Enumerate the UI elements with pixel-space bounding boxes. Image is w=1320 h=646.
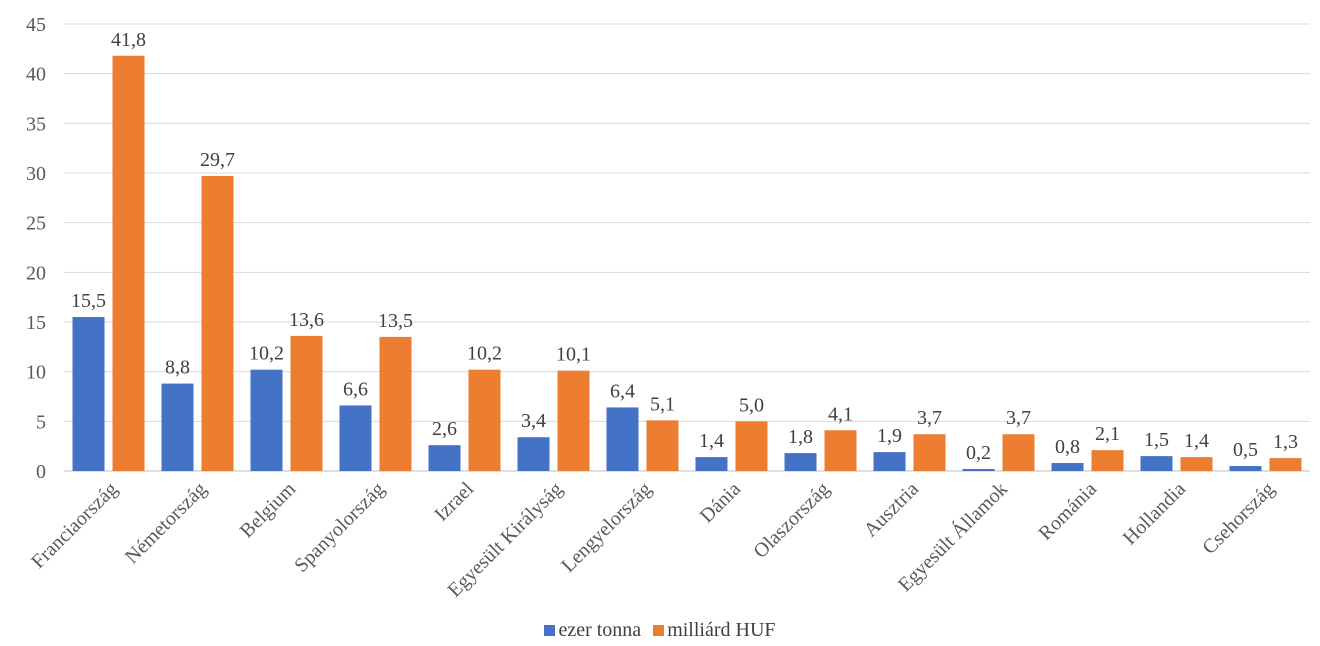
data-label-series-2: 5,0: [739, 394, 764, 416]
bar-series-1: [161, 383, 194, 471]
bar-series-2: [913, 434, 946, 471]
bar-series-1: [873, 452, 906, 471]
data-label-series-1: 0,8: [1055, 436, 1080, 458]
data-label-series-1: 10,2: [249, 343, 284, 365]
legend-swatch-series-1: [544, 624, 556, 636]
bar-series-2: [201, 175, 234, 472]
legend-item-series-1: ezer tonna: [544, 619, 641, 642]
bars: [72, 55, 1302, 472]
bar-series-1: [1229, 466, 1262, 471]
bar-series-1: [784, 453, 817, 471]
bar-series-2: [379, 336, 412, 471]
x-tick-label: Belgium: [236, 478, 301, 543]
y-tick-label: 35: [26, 113, 46, 135]
bar-series-1: [517, 437, 550, 471]
bar-series-2: [1091, 450, 1124, 471]
bar-series-2: [290, 335, 323, 471]
bar-series-1: [72, 317, 105, 471]
data-label-series-2: 13,5: [378, 310, 413, 332]
legend-label-series-1: ezer tonna: [558, 618, 642, 641]
bar-series-2: [735, 421, 768, 471]
bar-series-2: [468, 369, 501, 471]
bar-series-2: [1269, 458, 1302, 471]
data-label-series-2: 5,1: [650, 393, 675, 415]
x-tick-label: Olaszország: [749, 478, 834, 563]
y-tick-label: 20: [26, 262, 46, 284]
data-label-series-2: 1,3: [1273, 431, 1298, 453]
x-tick-label: Hollandia: [1119, 478, 1190, 549]
y-tick-label: 5: [36, 411, 46, 433]
data-label-series-2: 3,7: [1006, 407, 1031, 429]
legend-item-series-2: milliárd HUF: [653, 618, 776, 642]
data-label-series-1: 3,4: [521, 410, 546, 432]
bar-series-1: [606, 407, 639, 471]
bar-series-2: [824, 430, 857, 471]
data-label-series-1: 1,5: [1144, 429, 1169, 451]
legend-swatch-series-2: [653, 624, 665, 636]
x-tick-label: Franciaország: [27, 478, 122, 573]
data-label-series-1: 0,2: [966, 442, 991, 464]
data-label-series-2: 1,4: [1184, 430, 1209, 452]
x-tick-label: Spanyolország: [290, 478, 389, 577]
bar-series-1: [250, 369, 283, 471]
bar-series-1: [428, 445, 461, 471]
data-labels: 15,541,88,829,710,213,66,613,52,610,23,4…: [71, 29, 1298, 464]
data-label-series-2: 13,6: [289, 309, 324, 331]
bar-series-2: [1002, 434, 1035, 471]
x-tick-label: Lengyelország: [557, 478, 656, 577]
data-label-series-2: 41,8: [111, 29, 146, 51]
legend-label-series-2: milliárd HUF: [667, 618, 776, 641]
x-tick-label: Dánia: [696, 478, 745, 527]
y-tick-label: 10: [26, 362, 46, 384]
y-tick-label: 15: [26, 312, 46, 334]
x-tick-label: Csehország: [1198, 478, 1279, 559]
data-label-series-2: 29,7: [200, 149, 235, 171]
data-label-series-2: 10,2: [467, 343, 502, 365]
bar-series-1: [962, 469, 995, 471]
y-tick-label: 40: [26, 64, 46, 86]
x-tick-label: Románia: [1034, 478, 1101, 545]
data-label-series-2: 4,1: [828, 403, 853, 425]
bar-series-1: [1051, 463, 1084, 471]
data-label-series-1: 6,4: [610, 380, 635, 402]
data-label-series-1: 0,5: [1233, 439, 1258, 461]
bar-series-1: [695, 457, 728, 471]
data-label-series-1: 8,8: [165, 357, 190, 379]
data-label-series-2: 10,1: [556, 344, 591, 366]
y-tick-label: 45: [26, 14, 46, 36]
data-label-series-1: 6,6: [343, 378, 368, 400]
data-label-series-1: 15,5: [71, 290, 106, 312]
bar-series-2: [112, 55, 145, 471]
data-label-series-1: 2,6: [432, 418, 457, 440]
legend: ezer tonna milliárd HUF: [0, 618, 1320, 642]
x-tick-label: Németország: [121, 478, 211, 568]
bar-series-1: [1140, 456, 1173, 471]
bar-series-1: [339, 405, 372, 471]
bar-series-2: [646, 420, 679, 471]
data-label-series-1: 1,8: [788, 426, 813, 448]
bar-series-2: [557, 370, 590, 471]
data-label-series-2: 2,1: [1095, 423, 1120, 445]
data-label-series-1: 1,4: [699, 430, 724, 452]
x-tick-label: Ausztria: [860, 478, 924, 542]
y-tick-label: 0: [36, 461, 46, 483]
bar-series-2: [1180, 457, 1213, 471]
y-tick-label: 30: [26, 163, 46, 185]
data-label-series-1: 1,9: [877, 425, 902, 447]
data-label-series-2: 3,7: [917, 407, 942, 429]
x-tick-label: Izrael: [430, 478, 478, 526]
y-tick-label: 25: [26, 213, 46, 235]
y-axis: 0 5 10 15 20 25 30 35 40 45: [26, 14, 46, 483]
